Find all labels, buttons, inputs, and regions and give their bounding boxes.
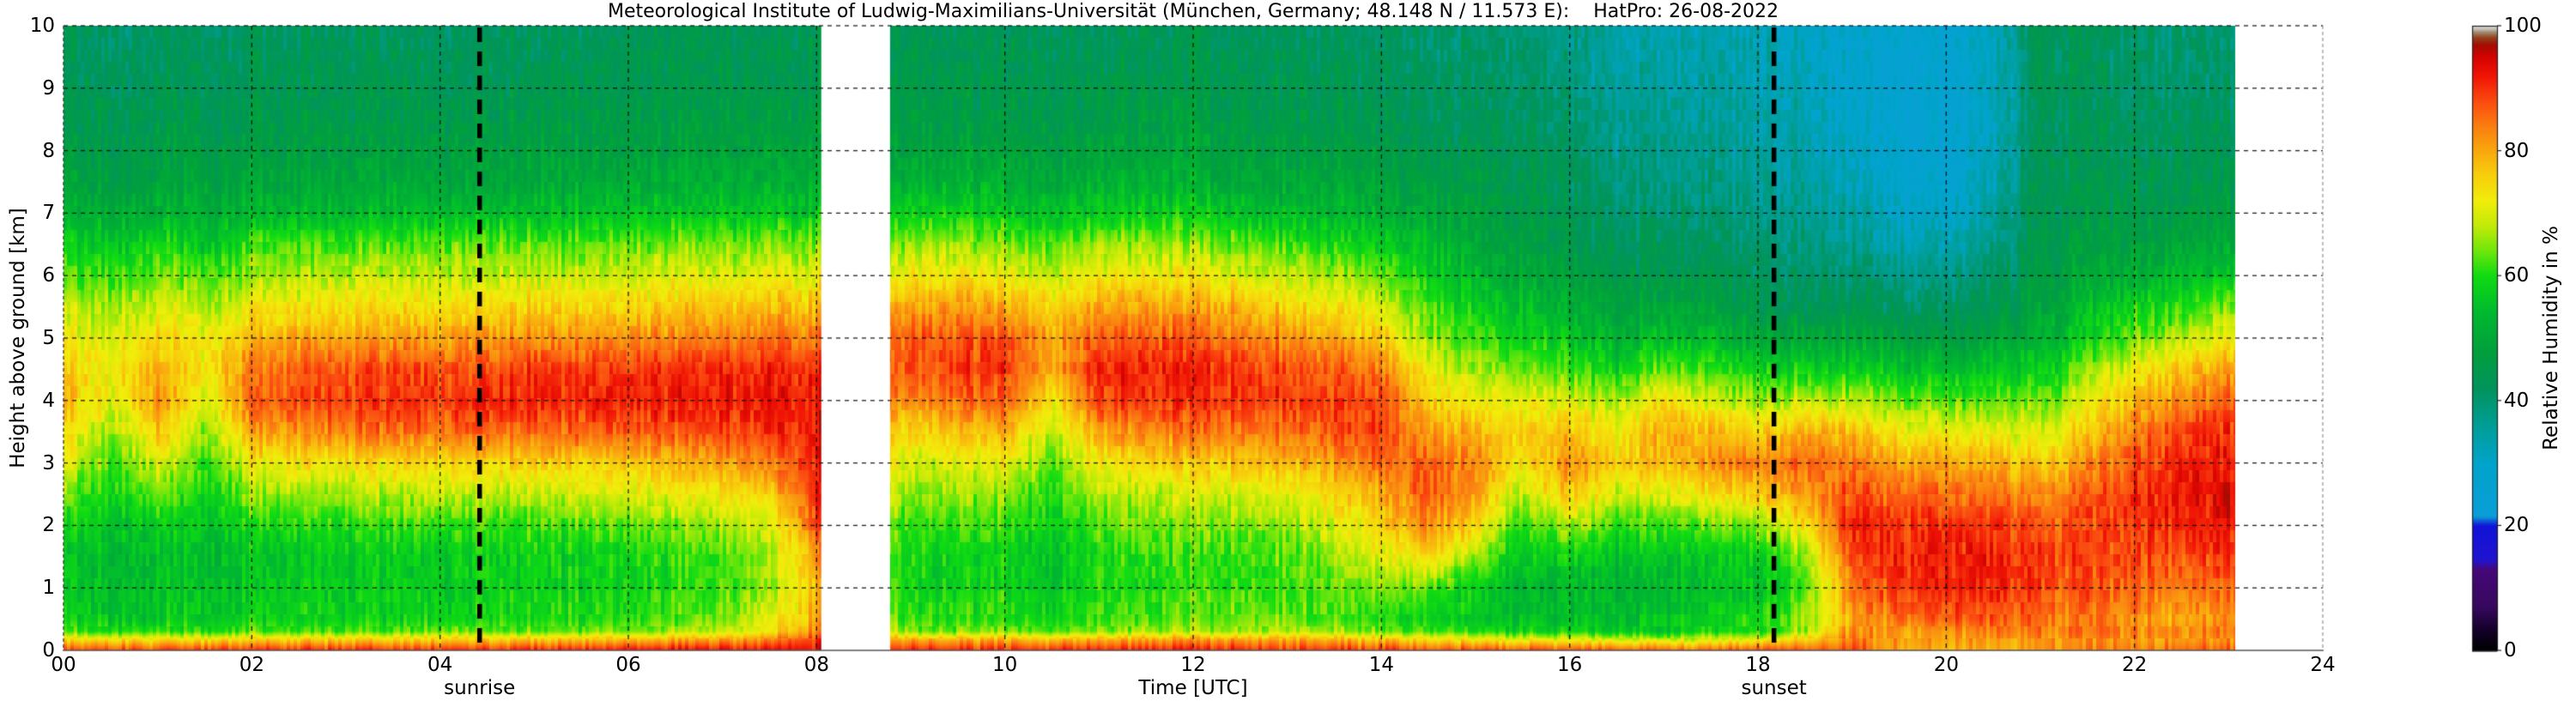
x-tick-label: 14 xyxy=(1368,654,1394,676)
x-tick-label: 20 xyxy=(1933,654,1959,676)
x-tick-label: 00 xyxy=(51,654,76,676)
y-tick-label: 5 xyxy=(42,327,55,349)
y-tick-label: 7 xyxy=(42,202,55,225)
y-tick-label: 8 xyxy=(42,139,55,162)
colorbar-tick-label: 80 xyxy=(2504,139,2530,162)
y-tick-label: 3 xyxy=(42,451,55,474)
x-tick-label: 06 xyxy=(615,654,641,676)
colorbar-tick-label: 60 xyxy=(2504,264,2530,287)
page-title: Meteorological Institute of Ludwig-Maxim… xyxy=(607,1,1779,22)
y-tick-label: 2 xyxy=(42,514,55,537)
x-tick-label: 12 xyxy=(1180,654,1206,676)
y-tick-label: 9 xyxy=(42,76,55,100)
y-tick-label: 10 xyxy=(29,15,55,37)
y-axis-label: Height above ground [km] xyxy=(7,208,29,468)
x-tick-label: 10 xyxy=(992,654,1018,676)
y-tick-label: 4 xyxy=(42,389,55,412)
colorbar-label: Relative Humidity in % xyxy=(2540,226,2562,450)
colorbar-tick-label: 40 xyxy=(2504,389,2530,412)
sunrise-label: sunrise xyxy=(444,677,516,699)
x-tick-label: 02 xyxy=(239,654,264,676)
x-tick-label: 08 xyxy=(803,654,829,676)
colorbar-tick-label: 20 xyxy=(2504,514,2530,537)
x-tick-label: 18 xyxy=(1745,654,1771,676)
x-tick-label: 04 xyxy=(427,654,453,676)
colorbar-tick-label: 0 xyxy=(2504,639,2517,662)
sunset-label: sunset xyxy=(1741,677,1807,699)
y-tick-label: 0 xyxy=(42,639,55,662)
y-tick-label: 1 xyxy=(42,577,55,600)
x-axis-label: Time [UTC] xyxy=(1138,677,1248,699)
colorbar-tick-label: 100 xyxy=(2504,15,2542,37)
x-tick-label: 22 xyxy=(2122,654,2148,676)
y-tick-label: 6 xyxy=(42,264,55,287)
x-tick-label: 16 xyxy=(1557,654,1583,676)
x-tick-label: 24 xyxy=(2310,654,2336,676)
